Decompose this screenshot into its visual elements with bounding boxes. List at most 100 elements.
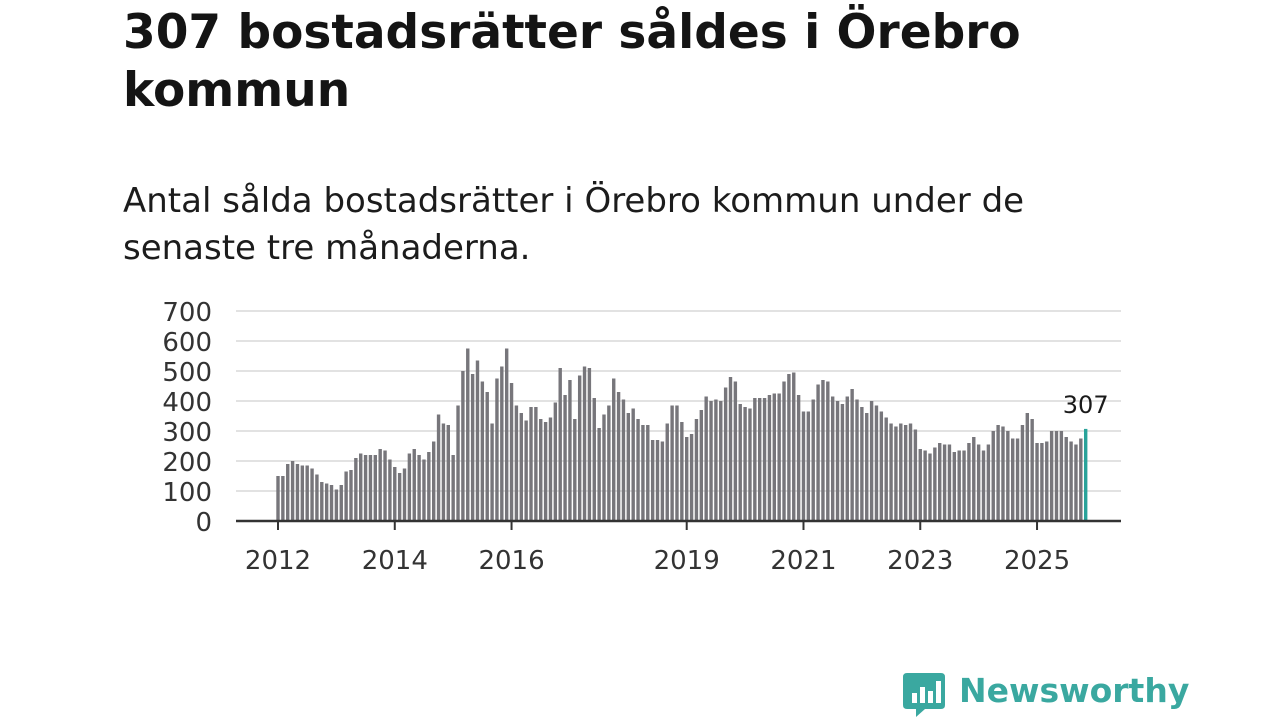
bar: [485, 392, 489, 521]
bar: [947, 444, 952, 521]
y-tick-label: 500: [162, 358, 212, 388]
bar: [680, 422, 684, 521]
bar: [359, 453, 363, 521]
bar: [475, 360, 480, 521]
bar: [470, 374, 475, 521]
bar: [1020, 425, 1025, 521]
bar: [986, 444, 991, 521]
bar: [276, 476, 280, 521]
bar: [573, 419, 577, 521]
bar: [626, 413, 631, 521]
bar: [913, 429, 918, 521]
bar: [865, 413, 869, 521]
y-tick-label: 200: [162, 448, 212, 478]
bar: [845, 396, 849, 521]
bar: [436, 414, 441, 521]
bar: [514, 405, 519, 521]
bar: [835, 401, 840, 521]
bar: [704, 396, 708, 521]
bar: [1040, 443, 1044, 521]
bar: [976, 444, 981, 521]
bar: [738, 404, 742, 521]
bar: [728, 377, 733, 521]
y-tick-label: 600: [162, 328, 212, 358]
x-tick-label: 2016: [478, 546, 544, 576]
bar: [874, 405, 879, 521]
bar: [582, 366, 587, 521]
bar: [801, 411, 806, 521]
bar: [903, 425, 908, 521]
bar-highlight: [1083, 428, 1088, 521]
bar: [830, 396, 835, 521]
bar: [431, 441, 436, 521]
bar: [368, 455, 373, 521]
y-tick-label: 100: [162, 478, 212, 508]
bar: [504, 348, 509, 521]
bar: [772, 393, 776, 521]
x-tick-label: 2019: [654, 546, 720, 576]
newsworthy-wordmark: Newsworthy: [959, 671, 1190, 710]
bar: [641, 425, 645, 521]
bar: [821, 380, 825, 521]
y-tick-label: 0: [195, 508, 212, 538]
bar: [723, 387, 728, 521]
bar: [938, 443, 942, 521]
bar: [787, 374, 791, 521]
bar: [402, 468, 407, 521]
bar: [719, 401, 723, 521]
bar: [714, 399, 718, 521]
bar: [753, 398, 757, 521]
bar: [290, 461, 295, 521]
bar: [660, 441, 665, 521]
x-tick-label: 2014: [362, 546, 428, 576]
bar: [1079, 438, 1083, 521]
bar: [324, 483, 329, 521]
bar: [587, 368, 592, 521]
bar: [894, 426, 898, 521]
bar: [918, 449, 922, 521]
bar: [899, 423, 903, 521]
bar: [694, 419, 699, 521]
bar: [826, 381, 830, 521]
bar: [446, 425, 450, 521]
x-tick-label: 2021: [770, 546, 836, 576]
bar: [592, 398, 596, 521]
bar: [509, 383, 514, 521]
x-tick-label: 2025: [1004, 546, 1070, 576]
bar: [757, 398, 762, 521]
bar: [884, 417, 888, 521]
chart-title: 307 bostadsrätter såldes i Örebro kommun: [123, 5, 1021, 118]
bar: [441, 423, 446, 521]
bar: [631, 408, 635, 521]
bar: [1015, 438, 1020, 521]
bar: [529, 407, 533, 521]
bars: [276, 348, 1088, 521]
bar: [315, 474, 319, 521]
bar: [373, 455, 378, 521]
bar: [417, 455, 421, 521]
bar: [709, 401, 713, 521]
bar: [427, 452, 431, 521]
axes: [236, 519, 1121, 530]
bar: [646, 425, 650, 521]
bar: [461, 371, 465, 521]
bar: [393, 467, 397, 521]
bar: [733, 381, 738, 521]
bar: [782, 381, 786, 521]
bar: [344, 471, 348, 521]
bar: [539, 419, 543, 521]
bar: [670, 405, 674, 521]
bar: [996, 425, 1000, 521]
bar: [553, 402, 558, 521]
bar: [349, 470, 353, 521]
bar: [1069, 441, 1073, 521]
bar: [767, 395, 772, 521]
bar: [665, 423, 669, 521]
bar: [685, 437, 689, 521]
bar: [869, 401, 874, 521]
chart-subtitle: Antal sålda bostadsrätter i Örebro kommu…: [123, 181, 1025, 268]
bar: [636, 419, 640, 521]
bar: [981, 450, 986, 521]
bar: [777, 393, 781, 521]
